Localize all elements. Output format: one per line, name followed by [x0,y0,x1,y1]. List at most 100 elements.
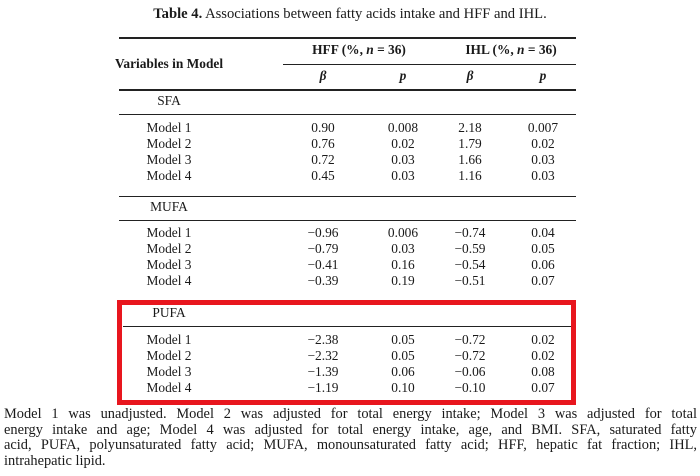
table-row: Model 1 0.90 0.008 2.18 0.007 [119,120,576,136]
cell-value: 0.05 [391,332,415,347]
data-table: HFF (%, n = 36) IHL (%, n = 36) Variable… [115,37,576,405]
row-label: Model 3 [146,257,192,272]
column-group-hff: HFF (%, n = 36) [312,42,406,57]
mufa-label-rule [119,220,576,222]
section-label-mufa: MUFA [150,199,188,214]
table-row: Model 2 −0.79 0.03 −0.59 0.05 [119,241,576,257]
row-header-cell-row: Variables in Model [115,56,576,72]
cell-value: 0.72 [311,152,335,167]
table-row: Model 1 −2.38 0.05 −0.72 0.02 [119,332,576,348]
cell-value: −0.59 [454,241,486,256]
row-label: Model 1 [146,332,192,347]
section-label-pufa: PUFA [152,305,186,320]
sfa-section-rule [119,196,576,198]
cell-value: 0.006 [387,225,419,240]
table-row: Model 2 −2.32 0.05 −0.72 0.02 [119,348,576,364]
cell-value: 0.008 [387,120,419,135]
cell-value: −0.41 [307,257,339,272]
table-caption: Table 4. Associations between fatty acid… [0,5,700,23]
cell-value: −0.74 [454,225,486,240]
cell-value: −0.39 [307,273,339,288]
section-label-row: PUFA [119,305,576,321]
cell-value: −0.96 [307,225,339,240]
subheader-beta-ihl: β [466,68,474,83]
cell-value: 1.16 [458,168,482,183]
cell-value: 0.02 [391,136,415,151]
cell-value: 0.45 [311,168,335,183]
row-label: Model 2 [146,136,192,151]
cell-value: −2.38 [307,332,339,347]
cell-value: −1.39 [307,364,339,379]
section-label-sfa: SFA [157,93,181,108]
cell-value: 0.03 [391,152,415,167]
header-bottom-rule [119,89,576,92]
row-header-label: Variables in Model [114,56,224,71]
row-label: Model 4 [146,168,192,183]
table-row: Model 2 0.76 0.02 1.79 0.02 [119,136,576,152]
subheader-p-ihl: p [539,68,547,83]
cell-value: 0.03 [391,168,415,183]
row-label: Model 4 [146,273,192,288]
cell-value: −2.32 [307,348,339,363]
cell-value: 0.02 [531,136,555,151]
cell-value: 0.03 [391,241,415,256]
cell-value: −0.10 [454,380,486,395]
table-caption-label: Table 4. [153,6,203,22]
cell-value: 0.90 [311,120,335,135]
footnote-line: intrahepatic lipid. [4,452,106,469]
section-label-row: SFA [119,93,576,109]
cell-value: −0.72 [454,348,486,363]
cell-value: 0.007 [527,120,559,135]
column-group-rule [283,64,576,66]
cell-value: 0.07 [531,380,555,395]
table-row: Model 3 −0.41 0.16 −0.54 0.06 [119,257,576,273]
cell-value: −0.06 [454,364,486,379]
row-label: Model 2 [146,348,192,363]
cell-value: −0.72 [454,332,486,347]
table-row: Model 1 −0.96 0.006 −0.74 0.04 [119,225,576,241]
cell-value: −1.19 [307,380,339,395]
cell-value: 0.06 [391,364,415,379]
cell-value: −0.79 [307,241,339,256]
table-footnote: Model 1 was unadjusted. Model 2 was adju… [4,406,697,469]
cell-value: 0.05 [391,348,415,363]
table-row: Model 3 −1.39 0.06 −0.06 0.08 [119,364,576,380]
subheader-row: β p β p [119,68,576,84]
cell-value: 0.05 [531,241,555,256]
pufa-label-rule [123,326,571,328]
row-label: Model 4 [146,380,192,395]
cell-value: −0.54 [454,257,486,272]
sfa-label-rule [119,114,576,116]
table-caption-text: Associations between fatty acids intake … [205,6,547,22]
highlight-box [117,300,576,405]
row-label: Model 2 [146,241,192,256]
row-label: Model 1 [146,120,192,135]
cell-value: 1.79 [458,136,482,151]
cell-value: 0.07 [531,273,555,288]
column-group-header-row: HFF (%, n = 36) IHL (%, n = 36) [119,42,576,58]
table-row: Model 4 −1.19 0.10 −0.10 0.07 [119,380,576,396]
footnote-line: energy intake and age; Model 4 was adjus… [4,421,697,438]
column-group-ihl: IHL (%, n = 36) [465,42,557,57]
cell-value: 0.02 [531,348,555,363]
subheader-p-hff: p [399,68,407,83]
cell-value: 0.19 [391,273,415,288]
cell-value: 0.03 [531,168,555,183]
table-row: Model 4 0.45 0.03 1.16 0.03 [119,168,576,184]
table-row: Model 4 −0.39 0.19 −0.51 0.07 [119,273,576,289]
cell-value: 0.04 [531,225,555,240]
cell-value: 0.06 [531,257,555,272]
cell-value: 0.08 [531,364,555,379]
row-label: Model 1 [146,225,192,240]
cell-value: 1.66 [458,152,482,167]
footnote-line: acid, PUFA, polyunsaturated fatty acid; … [4,437,697,454]
cell-value: 0.03 [531,152,555,167]
table-top-rule [119,37,576,39]
section-label-row: MUFA [119,199,576,215]
cell-value: 0.02 [531,332,555,347]
subheader-beta-hff: β [319,68,327,83]
cell-value: 0.76 [311,136,335,151]
row-label: Model 3 [146,152,192,167]
cell-value: −0.51 [454,273,486,288]
cell-value: 0.16 [391,257,415,272]
